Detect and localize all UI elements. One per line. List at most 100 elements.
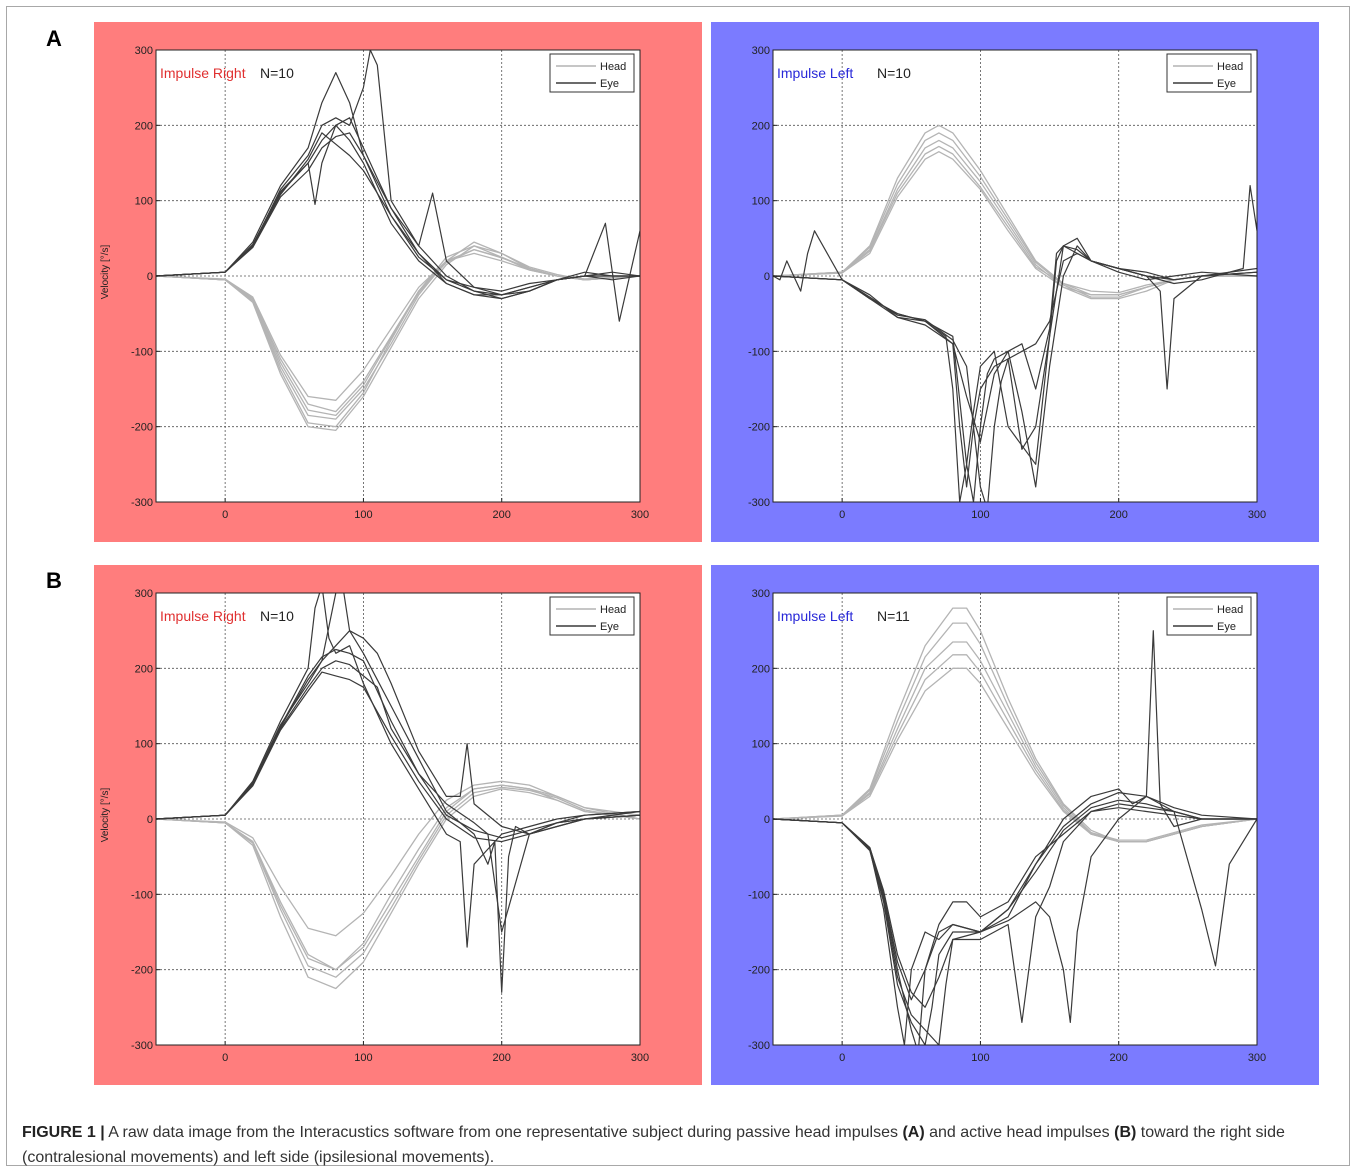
legend-label-eye-a-right: Eye [600,78,619,90]
x-tick-label-b-left: 200 [1110,1052,1128,1064]
legend-box-b-left [1166,596,1252,636]
series-group-b-left [773,607,1257,1045]
panel-label-b: B [46,568,62,593]
chart-title-a-left: Impulse Left [777,65,853,81]
y-tick-label-b-right: -100 [131,889,153,901]
y-tick-label-a-right: -300 [131,497,153,509]
y-tick-label-a-left: 200 [752,120,770,132]
eye-trace-a-left-9 [773,245,1257,443]
x-tick-label-b-left: 0 [839,1052,845,1064]
chart-title-a-right: Impulse Right [160,65,246,81]
y-tick-label-a-left: 300 [752,45,770,57]
y-tick-label-a-left: -200 [748,422,770,434]
caption-text-3: toward the right side (contralesional mo… [22,1124,1285,1166]
head-trace-a-right-5 [156,248,640,417]
chart-n-label-b-right: N=10 [260,608,294,624]
chart-a-impulse-right: 300 200 100 0 -100 -200 -300 0 100 200 300 Velocity… [100,45,649,521]
legend-label-eye-a-left: Eye [1217,78,1236,90]
eye-trace-b-left-10 [773,807,1257,1001]
y-tick-label-b-right: 200 [135,663,153,675]
eye-trace-b-right-8 [156,630,640,835]
y-tick-label-a-right: 100 [135,196,153,208]
series-group-b-right [156,593,640,993]
y-tick-label-a-left: 0 [764,271,770,283]
chart-b-impulse-left: 300 200 100 0 -100 -200 -300 0 100 200 300 Impulse … [748,588,1266,1064]
figure-frame [6,6,1350,1166]
chart-n-label-b-left: N=11 [877,608,910,624]
head-trace-b-right-4 [156,784,640,971]
head-trace-a-left-3 [773,132,1257,298]
y-tick-label-a-right: 300 [135,45,153,57]
x-tick-label-b-right: 200 [493,1052,511,1064]
y-tick-label-a-right: -100 [131,346,153,358]
caption-text-1: A raw data image from the Interacustics … [104,1124,903,1141]
y-tick-label-a-right: 0 [147,271,153,283]
caption-bold-a: (A) [902,1124,925,1141]
legend-label-head-a-right: Head [600,61,626,73]
y-tick-label-a-right: -200 [131,422,153,434]
eye-trace-a-right-8 [156,50,640,296]
y-tick-label-b-left: 0 [764,814,770,826]
y-tick-label-b-right: 0 [147,814,153,826]
eye-trace-b-left-7 [773,792,1257,1045]
eye-trace-b-right-6 [156,593,640,993]
y-tick-label-a-left: -300 [748,497,770,509]
eye-trace-a-right-11 [156,132,640,300]
y-tick-label-b-right: 100 [135,739,153,751]
y-tick-label-a-left: -100 [748,346,770,358]
head-trace-b-left-3 [773,622,1257,843]
eye-trace-b-left-5 [773,630,1257,1045]
chart-a-impulse-left: 300 200 100 0 -100 -200 -300 0 100 200 300 Impulse … [748,45,1266,521]
x-tick-label-b-left: 300 [1248,1052,1266,1064]
legend-label-eye-b-left: Eye [1217,621,1236,633]
head-trace-b-right-1 [156,788,640,990]
y-tick-label-b-left: -100 [748,889,770,901]
y-tick-label-b-left: 100 [752,739,770,751]
y-tick-label-b-left: 200 [752,663,770,675]
x-tick-label-b-right: 100 [354,1052,372,1064]
eye-trace-a-left-8 [773,252,1257,502]
figure-caption: FIGURE 1 | A raw data image from the Int… [22,1120,1342,1170]
y-tick-label-a-right: 200 [135,120,153,132]
y-tick-label-b-left: 300 [752,588,770,600]
x-tick-label-a-left: 200 [1110,509,1128,521]
head-trace-b-right-2 [156,780,640,937]
eye-trace-b-left-9 [773,803,1257,1023]
x-tick-label-a-left: 300 [1248,509,1266,521]
x-tick-label-b-left: 100 [971,1052,989,1064]
legend-label-head-b-right: Head [600,604,626,616]
head-trace-b-left-4 [773,654,1257,841]
eye-trace-b-left-8 [773,799,1257,1045]
chart-n-label-a-right: N=10 [260,65,294,81]
x-tick-label-a-left: 0 [839,509,845,521]
legend-box-b-right [549,596,635,636]
chart-n-label-a-left: N=10 [877,65,911,81]
eye-trace-b-right-7 [156,660,640,933]
chart-title-b-left: Impulse Left [777,608,853,624]
x-tick-label-b-right: 0 [222,1052,228,1064]
legend-box-a-left [1166,53,1252,93]
head-trace-b-right-0 [156,784,640,971]
caption-bold-b: (B) [1114,1124,1137,1141]
x-tick-label-a-left: 100 [971,509,989,521]
y-axis-label-b-right: Velocity [°/s] [100,787,111,842]
legend-box-a-right [549,53,635,93]
y-tick-label-b-right: -200 [131,965,153,977]
x-tick-label-b-right: 300 [631,1052,649,1064]
chart-b-impulse-right: 300 200 100 0 -100 -200 -300 0 100 200 300 Velocity… [100,588,649,1064]
legend-label-head-a-left: Head [1217,61,1243,73]
series-group-a-left [773,124,1257,502]
eye-trace-b-right-9 [156,671,640,843]
y-tick-label-b-right: 300 [135,588,153,600]
head-trace-a-right-1 [156,245,640,432]
eye-trace-b-right-5 [156,593,640,948]
caption-text-2: and active head impulses [924,1124,1115,1141]
chart-title-b-right: Impulse Right [160,608,246,624]
panel-label-a: A [46,26,62,51]
head-trace-a-left-4 [773,145,1257,294]
x-tick-label-a-right: 200 [493,509,511,521]
caption-label: FIGURE 1 | [22,1124,105,1141]
y-axis-label-a-right: Velocity [°/s] [100,244,111,299]
legend-label-head-b-left: Head [1217,604,1243,616]
y-tick-label-a-left: 100 [752,196,770,208]
